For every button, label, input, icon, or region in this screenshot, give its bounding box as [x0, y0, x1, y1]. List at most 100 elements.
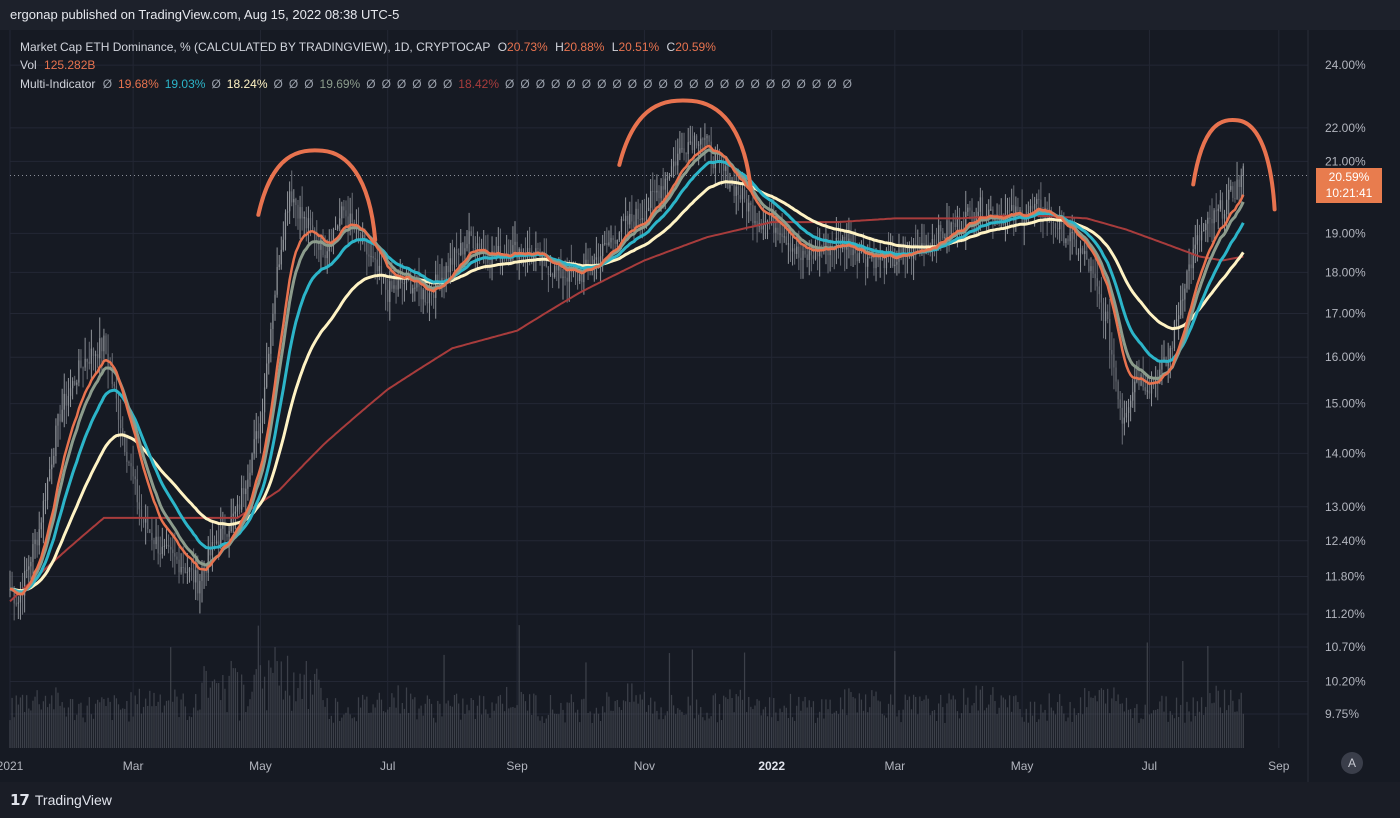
volume-bar: [608, 696, 610, 748]
multi-indicator-value: Ø: [442, 77, 453, 91]
volume-bar: [30, 710, 32, 748]
candle-body: [113, 384, 115, 387]
volume-bar: [942, 707, 944, 748]
volume-bar: [301, 698, 303, 748]
volume-bar: [572, 702, 575, 748]
vol-label[interactable]: Vol: [20, 58, 37, 72]
multi-indicator-value: Ø: [689, 77, 699, 91]
candle-body: [437, 274, 439, 282]
candle-body: [706, 135, 708, 139]
candle-body: [698, 144, 700, 146]
volume-bar: [155, 705, 157, 748]
volume-bar: [1029, 701, 1032, 748]
candle-body: [34, 539, 36, 545]
multi-indicator-value: Ø: [597, 77, 607, 91]
multi-indicator-value: Ø: [827, 77, 837, 91]
candle-body: [650, 191, 652, 208]
volume-bar: [397, 685, 399, 748]
volume-bar: [1242, 713, 1244, 748]
candle-body: [942, 231, 944, 239]
volume-bar: [881, 713, 883, 748]
volume-bar: [203, 666, 205, 748]
volume-bar: [487, 714, 489, 748]
volume-bar: [1180, 704, 1182, 748]
candle-body: [167, 544, 170, 547]
volume-bar: [1173, 718, 1176, 748]
candle-body: [933, 239, 936, 244]
volume-bar: [130, 692, 132, 748]
x-tick-label: Sep: [1268, 759, 1290, 773]
volume-bar: [752, 709, 754, 748]
candle-body: [476, 243, 479, 249]
candle-body: [295, 199, 297, 206]
candle-body: [26, 569, 28, 571]
volume-bar: [23, 711, 26, 748]
volume-bar: [990, 694, 992, 748]
candle-body: [1169, 348, 1171, 362]
candle-body: [894, 264, 896, 267]
multi-indicator-label[interactable]: Multi-Indicator: [20, 77, 96, 91]
candle-body: [537, 248, 539, 250]
volume-bar: [289, 695, 291, 748]
volume-bar: [124, 708, 126, 748]
candle-body: [737, 186, 739, 195]
candle-body: [560, 262, 562, 278]
volume-bar: [249, 699, 251, 748]
candle-body: [391, 281, 393, 289]
candle-body: [61, 409, 63, 422]
multi-indicator-value: Ø: [366, 77, 376, 91]
candle-body: [249, 472, 251, 480]
multi-indicator-value: 19.03%: [164, 77, 206, 91]
volume-bar: [560, 702, 562, 748]
candle-body: [781, 233, 783, 237]
candle-body: [808, 250, 810, 261]
candle-body: [1198, 235, 1201, 241]
multi-indicator-value: Ø: [304, 77, 314, 91]
volume-bar: [516, 705, 518, 748]
candle-body: [852, 249, 854, 256]
candle-body: [140, 509, 143, 519]
volume-bar: [236, 672, 239, 748]
volume-bar: [153, 692, 155, 748]
volume-bar: [1121, 703, 1123, 748]
volume-bar: [1169, 711, 1171, 748]
volume-bar: [741, 699, 744, 748]
volume-bar: [193, 707, 195, 748]
volume-bar: [1223, 689, 1226, 748]
volume-bar: [215, 683, 218, 748]
volume-bar: [55, 687, 57, 748]
volume-bar: [1036, 721, 1038, 748]
candle-body: [806, 254, 808, 261]
volume-bar: [796, 705, 798, 748]
volume-bar: [1042, 712, 1044, 748]
candle-body: [862, 248, 865, 259]
ohlc-open-label: O: [497, 40, 508, 54]
volume-bar: [44, 695, 47, 748]
volume-bar: [1107, 688, 1109, 748]
volume-bar: [528, 694, 531, 748]
volume-bar: [107, 697, 109, 748]
auto-scale-button[interactable]: A: [1341, 752, 1363, 774]
volume-bar: [1184, 722, 1186, 748]
legend-symbol[interactable]: Market Cap ETH Dominance, % (CALCULATED …: [20, 40, 491, 54]
volume-bar: [733, 712, 735, 748]
candle-body: [165, 544, 168, 546]
y-tick-label: 18.00%: [1325, 265, 1366, 279]
candle-body: [725, 166, 727, 171]
x-tick-label: Mar: [123, 759, 144, 773]
volume-bar: [1065, 721, 1067, 748]
volume-bar: [201, 682, 203, 748]
volume-bar: [101, 697, 103, 748]
candle-body: [938, 225, 940, 248]
candle-body: [681, 148, 683, 150]
candle-body: [245, 488, 247, 495]
volume-bar: [472, 699, 474, 748]
volume-bar: [908, 696, 911, 748]
volume-bar: [441, 716, 443, 748]
y-tick-label: 11.20%: [1325, 607, 1365, 621]
volume-bar: [524, 701, 527, 748]
volume-bar: [1134, 707, 1136, 748]
volume-bar: [873, 696, 875, 748]
candle-body: [647, 207, 650, 211]
